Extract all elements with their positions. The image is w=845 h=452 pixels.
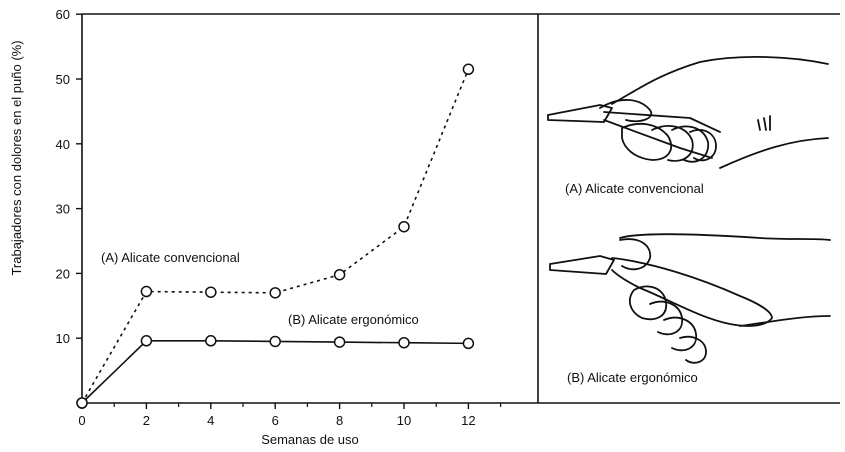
conventional-caption: (A) Alicate convencional [565,181,704,196]
y-tick-label: 50 [56,72,70,87]
data-point-ergonomic [140,335,153,347]
x-tick-label: 10 [397,413,411,428]
series-label-ergonomic: (B) Alicate ergonómico [288,312,419,327]
data-point-ergonomic [333,336,346,348]
data-point-conventional [205,286,217,298]
axis-ticks [76,13,502,409]
data-point-conventional [140,285,153,298]
conventional-plier-jaw [547,104,613,123]
x-axis-title: Semanas de uso [261,432,359,447]
conventional-thumb [599,99,653,123]
data-point-conventional [398,220,410,233]
x-tick-label: 12 [461,413,475,428]
data-point-conventional [462,63,475,76]
conventional-plier-handle [603,111,721,159]
conventional-fingers [621,122,717,163]
y-tick-label: 10 [56,331,70,346]
x-tick-label: 6 [272,413,279,428]
data-point-ergonomic [205,335,217,347]
x-tick-label: 2 [143,413,150,428]
ergonomic-plier-handle [611,257,773,327]
x-tick-label: 0 [78,413,85,428]
axis-tick-labels: 10 20 30 40 50 60 0 2 4 6 8 10 12 [56,7,476,428]
data-point-conventional [333,268,346,281]
ergonomic-plier-jaw [549,255,615,275]
data-point-conventional [269,287,281,299]
y-axis-title: Trabajadores con dolores en el puño (%) [9,40,24,275]
ergonomic-caption: (B) Alicate ergonómico [567,370,698,385]
series-label-conventional: (A) Alicate convencional [101,250,240,265]
conventional-hand-outline [611,56,829,169]
data-point-ergonomic [76,397,88,409]
y-tick-label: 40 [56,137,70,152]
chart-frame [81,13,840,404]
ergonomic-plier-illustration [549,233,831,364]
series-line-ergonomic [81,339,469,404]
data-point-ergonomic [398,336,410,349]
x-tick-label: 8 [336,413,343,428]
conventional-wrist-lines [757,115,771,131]
series-line-conventional [81,68,470,404]
y-tick-label: 20 [56,266,70,281]
y-tick-label: 60 [56,7,70,22]
ergonomic-thumb [619,238,652,271]
conventional-plier-illustration [547,56,829,169]
series-layer [76,63,475,409]
ergonomic-hand-outline [619,233,831,327]
y-tick-label: 30 [56,202,70,217]
x-tick-label: 4 [207,413,214,428]
data-point-ergonomic [462,337,475,350]
ergonomic-fingers [628,285,707,364]
data-point-ergonomic [269,335,281,348]
